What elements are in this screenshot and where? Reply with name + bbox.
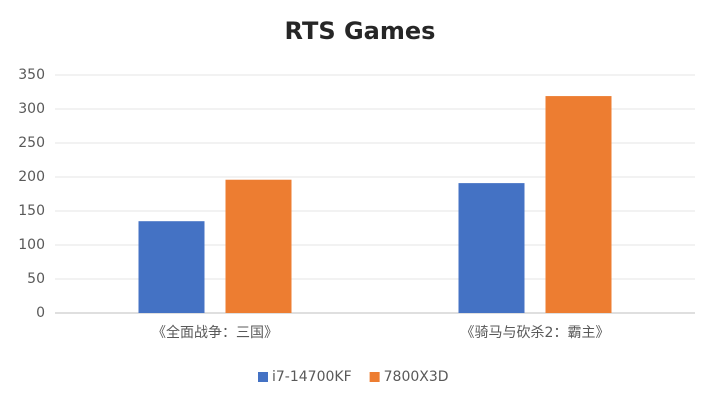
legend-label: 7800X3D: [384, 369, 449, 385]
bar: [458, 183, 525, 313]
x-tick-label: 《骑马与砍杀2：霸主》: [461, 325, 610, 341]
legend-label: i7-14700KF: [272, 369, 352, 385]
y-tick-label: 250: [18, 135, 45, 151]
bar: [545, 96, 612, 313]
y-tick-label: 100: [18, 237, 45, 253]
y-tick-label: 150: [18, 203, 45, 219]
legend-swatch: [258, 372, 268, 382]
y-tick-label: 350: [18, 67, 45, 83]
y-tick-label: 300: [18, 101, 45, 117]
chart-title: RTS Games: [285, 17, 436, 45]
bar: [225, 179, 292, 313]
y-tick-label: 50: [27, 271, 45, 287]
x-tick-label: 《全面战争：三国》: [152, 324, 278, 341]
bar: [138, 221, 205, 313]
y-tick-label: 0: [36, 305, 45, 321]
y-tick-label: 200: [18, 169, 45, 185]
legend-swatch: [369, 372, 380, 382]
